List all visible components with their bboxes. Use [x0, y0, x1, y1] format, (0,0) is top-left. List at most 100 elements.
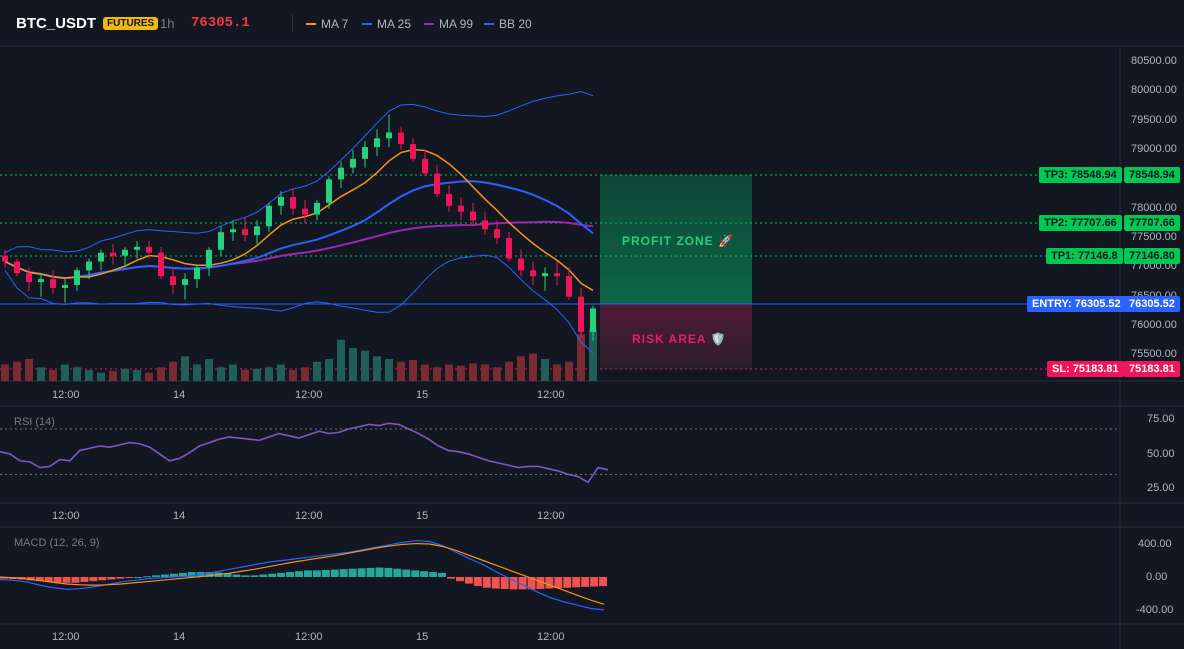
- bb20-swatch: [484, 23, 494, 25]
- macd-histogram-bar: [545, 577, 554, 589]
- volume-bar: [121, 368, 129, 381]
- macd-line: [0, 540, 605, 611]
- macd-histogram-bar: [178, 572, 187, 577]
- candle-body: [398, 132, 404, 145]
- chart-header: BTC_USDT FUTURES 1h 76305.1 MA 7 MA 25 M…: [0, 0, 1184, 46]
- candle-body: [494, 229, 500, 239]
- volume-bar: [61, 364, 69, 381]
- macd-histogram-bar: [259, 574, 268, 577]
- candle-body: [458, 205, 464, 212]
- candle-body: [266, 205, 272, 227]
- volume-bar: [205, 359, 213, 381]
- volume-bar: [277, 364, 285, 381]
- candle-body: [542, 273, 548, 277]
- price-axis-label: 79500.00: [1131, 113, 1177, 126]
- risk-zone: [600, 304, 752, 369]
- price-axis-label: 77500.00: [1131, 231, 1177, 244]
- volume-bar: [589, 328, 597, 381]
- time-axis-label: 12:00: [295, 389, 323, 401]
- candle-body: [590, 308, 596, 332]
- ma99-line: [4, 220, 594, 280]
- macd-histogram-bar: [420, 571, 429, 577]
- macd-histogram-bar: [223, 573, 232, 577]
- tp2-price-tag: 77707.66: [1124, 215, 1180, 231]
- candle-body: [38, 279, 44, 283]
- volume-bar: [289, 370, 297, 381]
- candle-body: [14, 261, 20, 274]
- volume-bar: [1, 364, 9, 381]
- volume-bar: [529, 353, 537, 381]
- volume-bar: [37, 367, 45, 381]
- macd-histogram-bar: [286, 572, 295, 577]
- volume-bar: [421, 364, 429, 381]
- macd-histogram-bar: [456, 577, 464, 582]
- candle-body: [314, 202, 320, 215]
- volume-bar: [73, 367, 81, 381]
- tp3-tag: TP3: 78548.94: [1039, 167, 1122, 183]
- legend-ma25[interactable]: MA 25: [362, 17, 411, 31]
- time-axis-label: 15: [416, 389, 429, 401]
- time-axis-label: 12:00: [295, 631, 323, 643]
- time-axis-label: 14: [173, 510, 186, 522]
- candle-body: [326, 179, 332, 203]
- macd-histogram-bar: [375, 567, 384, 577]
- volume-bar: [565, 361, 573, 381]
- legend-ma7[interactable]: MA 7: [306, 17, 348, 31]
- volume-bar: [445, 364, 453, 381]
- candle-body: [386, 132, 392, 139]
- rsi-axis-75: 75.00: [1147, 413, 1175, 425]
- rsi-axis-50: 50.00: [1147, 448, 1175, 460]
- candle-body: [350, 158, 356, 168]
- timeframe-label[interactable]: 1h: [160, 16, 175, 31]
- candle-body: [146, 246, 152, 253]
- entry-tag: ENTRY: 76305.52: [1027, 296, 1126, 312]
- macd-histogram-bar: [384, 567, 393, 577]
- candle-body: [290, 196, 296, 209]
- candle-body: [422, 158, 428, 174]
- entry-price-tag: 76305.52: [1124, 296, 1180, 312]
- candle-body: [26, 273, 32, 283]
- volume-bar: [457, 365, 465, 381]
- volume-bar: [541, 359, 549, 381]
- macd-histogram-bar: [152, 575, 160, 577]
- volume-bar: [229, 364, 237, 381]
- price-axis-label: 76000.00: [1131, 319, 1177, 332]
- volume-bar: [145, 372, 153, 381]
- candle-body: [518, 258, 524, 271]
- macd-histogram-bar: [572, 577, 581, 588]
- macd-histogram-bar: [277, 572, 286, 577]
- time-axis-label: 12:00: [295, 510, 323, 522]
- volume-bar: [553, 364, 561, 381]
- candle-body: [506, 238, 512, 259]
- macd-histogram-bar: [482, 577, 491, 588]
- sl-price-tag: 75183.81: [1124, 361, 1180, 377]
- candle-body: [218, 232, 224, 250]
- volume-bar: [349, 348, 357, 381]
- candle-body: [122, 249, 128, 256]
- volume-bar: [241, 370, 249, 381]
- macd-histogram-bar: [429, 572, 438, 577]
- macd-title: MACD (12, 26, 9): [14, 537, 100, 549]
- symbol-label[interactable]: BTC_USDT: [16, 15, 97, 32]
- ma25-swatch: [362, 23, 372, 25]
- volume-bar: [325, 359, 333, 381]
- candle-body: [302, 208, 308, 215]
- candle-body: [194, 267, 200, 280]
- legend-ma99[interactable]: MA 99: [424, 17, 473, 31]
- header-divider: [292, 14, 293, 32]
- tp1-tag: TP1: 77146.8: [1046, 248, 1123, 264]
- macd-histogram-bar: [321, 569, 330, 577]
- macd-histogram-bar: [160, 574, 169, 577]
- volume-bar: [97, 372, 105, 381]
- macd-histogram-bar: [348, 568, 357, 577]
- candle-body: [374, 138, 380, 148]
- profit-zone-label: PROFIT ZONE 🚀: [622, 234, 734, 248]
- price-axis-label: 79000.00: [1131, 143, 1177, 156]
- candle-body: [98, 252, 104, 262]
- volume-bar: [313, 361, 321, 381]
- macd-axis-400: 400.00: [1138, 538, 1172, 550]
- legend-bb20[interactable]: BB 20: [484, 17, 532, 31]
- candle-body: [566, 276, 572, 297]
- volume-bar: [433, 367, 441, 381]
